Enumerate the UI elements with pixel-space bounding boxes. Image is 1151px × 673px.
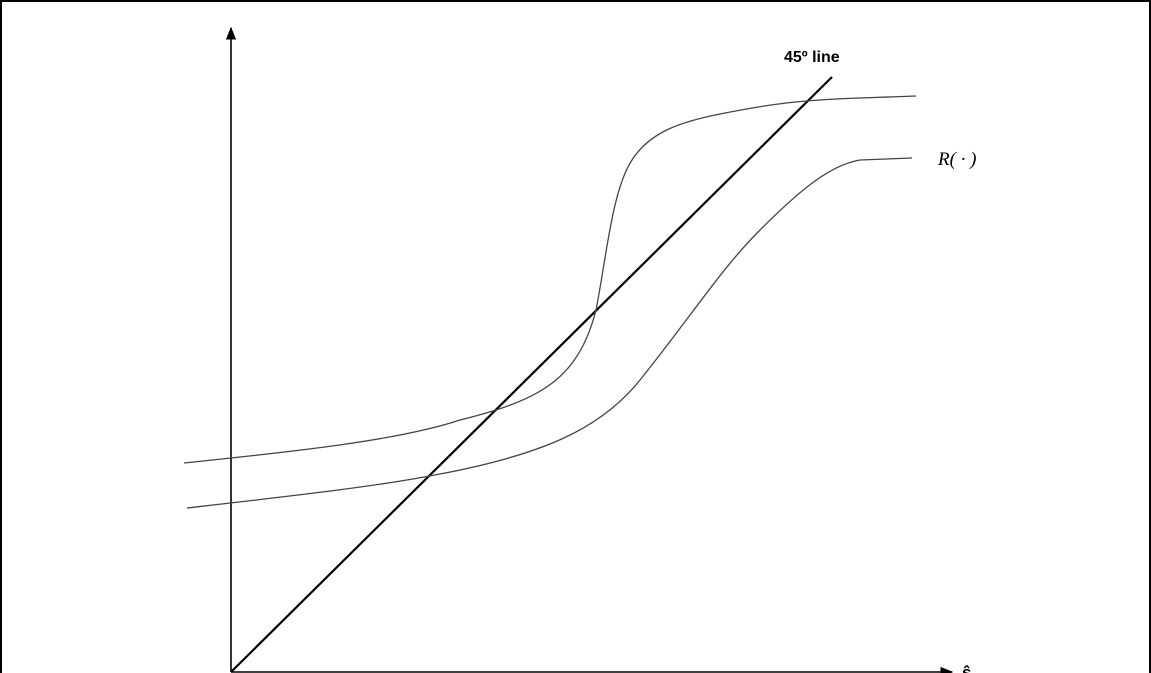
upper-curve (183, 95, 917, 464)
lower-curve (186, 157, 913, 509)
x-axis-label: ŝ (962, 663, 971, 673)
forty-five-degree-line (230, 76, 833, 673)
curve-label: R( · ) (937, 149, 977, 170)
forty-five-line-label: 45º line (784, 49, 840, 66)
